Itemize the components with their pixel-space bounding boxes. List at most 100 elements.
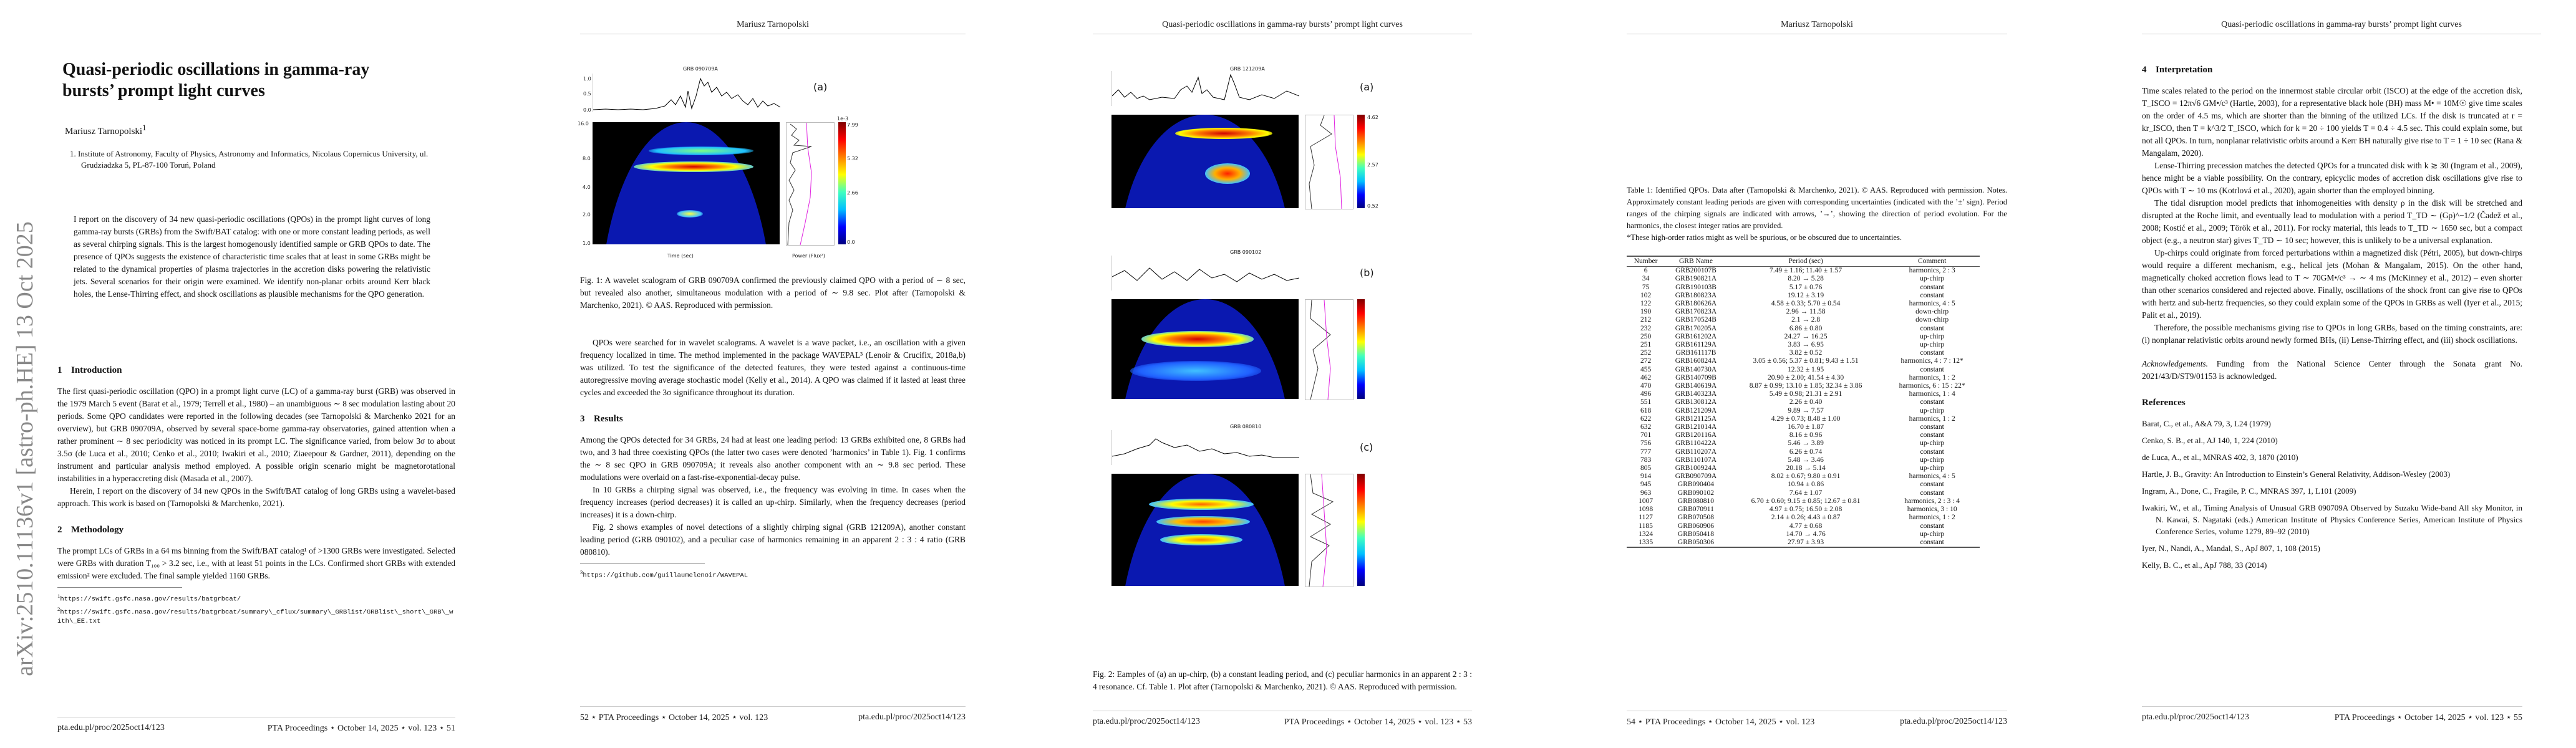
- cell-number: 963: [1640, 489, 1652, 497]
- section-interpretation: 4 Interpretation Time scales related to t…: [2142, 50, 2522, 576]
- constant-period-band: [1141, 331, 1254, 347]
- ack-text: Funding from the National Science Center…: [2142, 359, 2522, 381]
- x-axis-label: Time (sec): [667, 253, 694, 259]
- cell-grb-name: GRB090102: [1677, 489, 1715, 497]
- cell-period: 5.49 ± 0.98; 21.31 ± 2.91: [1769, 390, 1842, 398]
- cell-grb-name: GRB130812A: [1675, 398, 1717, 406]
- cell-period: 20.18 → 5.14: [1786, 464, 1826, 472]
- table-1-caption: Table 1: Identified QPOs. Data after (Ta…: [1627, 185, 2007, 244]
- cell-period: 24.27 → 16.25: [1784, 332, 1828, 340]
- cell-grb-name: GRB050418: [1677, 530, 1715, 538]
- cell-grb-name: GRB121125A: [1675, 415, 1717, 423]
- sec-num: 1: [57, 365, 62, 375]
- cell-number: 1127: [1639, 514, 1653, 522]
- cell-number: 75: [1642, 283, 1650, 291]
- cell-comment: up-chirp: [1920, 530, 1945, 538]
- cell-comment: constant: [1920, 398, 1944, 406]
- results-para-3: Fig. 2 shows examples of novel detection…: [580, 522, 966, 557]
- scalogram: [1111, 115, 1299, 208]
- cell-period: 7.49 ± 1.16; 11.40 ± 1.57: [1770, 267, 1842, 275]
- light-curve: 1.0 0.5 0.0: [583, 74, 781, 113]
- table-row: 632 GRB121014A 16.70 ± 1.87 constant: [1627, 423, 1980, 431]
- footer-url[interactable]: pta.edu.pl/proc/2025oct14/123: [1093, 717, 1200, 726]
- col-number: Number: [1627, 256, 1665, 267]
- method-para-1: The prompt LCs of GRBs in a 64 ms binnin…: [57, 546, 455, 580]
- cell-grb-name: GRB121209A: [1675, 406, 1717, 415]
- cell-grb-name: GRB180823A: [1675, 291, 1717, 299]
- ytick: 16.0: [578, 121, 589, 127]
- footer-url[interactable]: pta.edu.pl/proc/2025oct14/123: [57, 723, 165, 732]
- footer-url[interactable]: pta.edu.pl/proc/2025oct14/123: [858, 712, 966, 722]
- cell-number: 805: [1640, 464, 1652, 472]
- panel-label: (b): [1360, 267, 1374, 279]
- page-54: Mariusz Tarnopolski Table 1: Identified …: [1546, 0, 2061, 748]
- chirp-band: [1175, 128, 1272, 139]
- intro-para-2: Herein, I report on the discovery of 34 …: [57, 486, 455, 508]
- cell-grb-name: GRB090404: [1677, 481, 1715, 489]
- cell-comment: up-chirp: [1920, 275, 1945, 283]
- footnote-rule: [57, 587, 182, 588]
- table-note: *These high-order ratios might as well b…: [1627, 233, 1902, 242]
- global-power-spectrum: [786, 122, 835, 246]
- scalogram: [1111, 474, 1299, 586]
- footnote-3-url[interactable]: https://github.com/guillaumelenoir/WAVEP…: [583, 572, 748, 580]
- sec-title: Methodology: [71, 525, 124, 535]
- paper-title: Quasi-periodic oscillations in gamma-ray…: [62, 60, 370, 100]
- section-results: QPOs were searched for in wavelet scalog…: [580, 337, 966, 581]
- cell-grb-name: GRB180626A: [1675, 300, 1717, 308]
- footnote-1-url[interactable]: https://swift.gsfc.nasa.gov/results/batg…: [60, 595, 241, 603]
- footnote-1[interactable]: 1https://swift.gsfc.nasa.gov/results/bat…: [57, 593, 241, 603]
- running-head: Mariusz Tarnopolski: [1781, 20, 1853, 29]
- figure-2b: GRB 090102 (b): [1111, 249, 1423, 411]
- heading-results: 3 Results: [580, 413, 966, 425]
- light-curve-plot: [1111, 438, 1299, 458]
- table-row: 470 GRB140619A 8.87 ± 0.99; 13.10 ± 1.85; …: [1627, 382, 1980, 390]
- sec-title: Introduction: [71, 365, 122, 375]
- colorbar-exponent: 1e-3: [837, 116, 848, 122]
- cell-period: 6.86 ± 0.80: [1789, 324, 1823, 332]
- intro-para-1: The first quasi-periodic oscillation (QP…: [57, 386, 455, 483]
- colorbar-tick: 0.52: [1367, 203, 1378, 209]
- cell-number: 777: [1640, 448, 1652, 456]
- footer-journal: PTA Proceedings ⋆ October 14, 2025 ⋆ vol…: [267, 724, 455, 733]
- footer-url[interactable]: pta.edu.pl/proc/2025oct14/123: [1900, 717, 2007, 726]
- cone-of-influence: [600, 122, 772, 244]
- table-row: 251 GRB161129A 3.83 → 6.95 up-chirp: [1627, 341, 1980, 349]
- footer-rule: [580, 706, 966, 707]
- cell-grb-name: GRB161129A: [1675, 341, 1717, 349]
- lc-ytick: 0.0: [583, 107, 591, 113]
- interp-para-2: Lense-Thirring precession matches the de…: [2142, 161, 2522, 195]
- reference-list: Barat, C., et al., A&A 79, 3, L24 (1979)…: [2142, 418, 2522, 571]
- cell-number: 6: [1644, 267, 1648, 275]
- cell-period: 7.64 ± 1.07: [1789, 489, 1823, 497]
- cell-comment: harmonics, 2 : 3: [1909, 267, 1955, 275]
- footnote-2-url[interactable]: https://swift.gsfc.nasa.gov/results/batg…: [57, 608, 453, 625]
- footnote-3[interactable]: 3https://github.com/guillaumelenoir/WAVE…: [580, 569, 748, 580]
- footnote-2[interactable]: 2https://swift.gsfc.nasa.gov/results/bat…: [57, 605, 453, 626]
- cell-comment: constant: [1920, 283, 1944, 291]
- method-para-2: QPOs were searched for in wavelet scalog…: [580, 338, 966, 397]
- reference-item: Cenko, S. B., et al., AJ 140, 1, 224 (20…: [2142, 436, 2278, 445]
- cell-number: 232: [1640, 324, 1652, 332]
- cell-comment: up-chirp: [1920, 439, 1945, 448]
- table-1: Number GRB Name Period (sec) Comment 6 GR…: [1627, 256, 1980, 549]
- page-footer: pta.edu.pl/proc/2025oct14/123 PTA Procee…: [2142, 712, 2522, 723]
- scalogram: [1111, 299, 1299, 399]
- page-53: Quasi-periodic oscillations in gamma-ray…: [1030, 0, 1546, 748]
- colorbar-tick: 2.66: [847, 190, 858, 196]
- colorbar-tick: 0.0: [847, 239, 855, 245]
- cell-comment: constant: [1920, 365, 1944, 373]
- footer-url[interactable]: pta.edu.pl/proc/2025oct14/123: [2142, 712, 2249, 722]
- panel-label: (a): [1360, 81, 1374, 93]
- results-para-2: In 10 GRBs a chirping signal was observe…: [580, 485, 966, 519]
- cell-grb-name: GRB140619A: [1675, 382, 1717, 390]
- cell-number: 462: [1640, 373, 1652, 381]
- cell-comment: harmonics, 1 : 2: [1909, 373, 1955, 381]
- reference-item: Kelly, B. C., et al., ApJ 788, 33 (2014): [2142, 560, 2267, 570]
- grb-label: GRB 090102: [1230, 249, 1262, 255]
- table-row: 551 GRB130812A 2.26 ± 0.40 constant: [1627, 398, 1980, 406]
- global-power-spectrum: [1305, 115, 1353, 209]
- table-row: 1324 GRB050418 14.70 → 4.76 up-chirp: [1627, 530, 1980, 539]
- table-header-row: Number GRB Name Period (sec) Comment: [1627, 256, 1980, 267]
- cell-period: 2.14 ± 0.26; 4.43 ± 0.87: [1771, 514, 1841, 522]
